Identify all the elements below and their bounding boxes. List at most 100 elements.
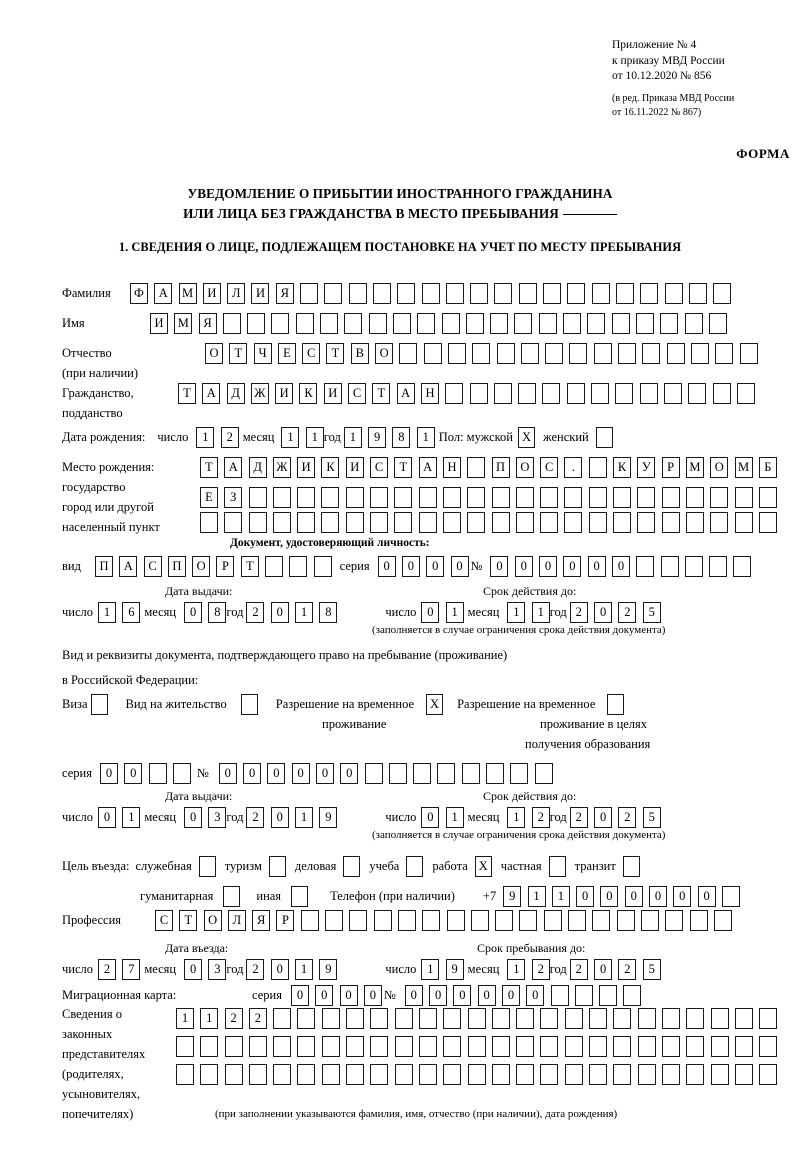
representatives-r1-cell[interactable]: 1 [176, 1008, 194, 1029]
purpose-option-checkbox-3[interactable] [406, 856, 424, 877]
doc-kind-cell[interactable] [265, 556, 284, 577]
birthplace-r2-cell[interactable] [564, 487, 583, 508]
birth-year-cell[interactable]: 1 [416, 427, 435, 448]
phone-cell[interactable]: 1 [527, 886, 546, 907]
birthplace-r2-cell[interactable] [248, 487, 267, 508]
birthplace-r2-cell[interactable]: З [224, 487, 243, 508]
profession-cell[interactable] [446, 910, 465, 931]
stay-issue-year-cell[interactable]: 0 [270, 807, 289, 828]
citizenship-cell[interactable]: И [275, 383, 294, 404]
purpose-option-checkbox-0[interactable] [198, 856, 216, 877]
firstname-cell[interactable] [271, 313, 290, 334]
birthplace-r1-cell[interactable]: Т [200, 457, 218, 478]
doc-issue-year-cell[interactable]: 2 [246, 602, 265, 623]
birthplace-r3-cell[interactable] [248, 512, 267, 533]
firstname-cell[interactable]: М [174, 313, 193, 334]
firstname-cell[interactable] [708, 313, 727, 334]
stay-valid-day-cell[interactable]: 0 [421, 807, 440, 828]
patronymic-cell[interactable] [520, 343, 539, 364]
migration-series-cell[interactable]: 0 [363, 985, 382, 1006]
birthplace-r1-cell[interactable]: Р [661, 457, 680, 478]
representatives-r2-cell[interactable] [710, 1036, 729, 1057]
doc-number-cell[interactable] [733, 556, 752, 577]
patronymic-cell[interactable] [496, 343, 515, 364]
purpose-option-checkbox-2[interactable] [343, 856, 361, 877]
purpose-option-checkbox-1[interactable] [268, 856, 286, 877]
migration-series-cell[interactable]: 0 [290, 985, 309, 1006]
stay-day-cell[interactable]: 1 [421, 959, 440, 980]
doc-issue-year-cell[interactable]: 0 [270, 602, 289, 623]
profession-cell[interactable] [422, 910, 441, 931]
firstname-cell[interactable] [465, 313, 484, 334]
migration-number-cell[interactable] [599, 985, 618, 1006]
profession-cell[interactable]: О [203, 910, 222, 931]
representatives-r1-cell[interactable] [516, 1008, 535, 1029]
surname-cell[interactable] [591, 283, 610, 304]
birthplace-r2-cell[interactable] [613, 487, 632, 508]
residence-permit-checkbox[interactable] [240, 694, 258, 715]
profession-cell[interactable] [640, 910, 659, 931]
doc-number-cell[interactable] [684, 556, 703, 577]
birthplace-r2-cell[interactable] [515, 487, 534, 508]
representatives-r2-cell[interactable] [686, 1036, 705, 1057]
firstname-cell[interactable] [635, 313, 654, 334]
representatives-r1-cell[interactable] [734, 1008, 753, 1029]
patronymic-cell[interactable] [423, 343, 442, 364]
stay-number-cell[interactable] [388, 763, 407, 784]
entry-year-cell[interactable]: 9 [319, 959, 338, 980]
representatives-r2-cell[interactable] [370, 1036, 389, 1057]
citizenship-cell[interactable] [736, 383, 755, 404]
doc-valid-day-cell[interactable]: 1 [445, 602, 464, 623]
representatives-r1-cell[interactable] [370, 1008, 389, 1029]
stay-year-cell[interactable]: 5 [642, 959, 661, 980]
representatives-r2-cell[interactable] [200, 1036, 219, 1057]
citizenship-cell[interactable] [712, 383, 731, 404]
stay-issue-month-cell[interactable]: 3 [208, 807, 227, 828]
birth-day-cell[interactable]: 1 [196, 427, 215, 448]
purpose-option2-checkbox-0[interactable] [223, 886, 241, 907]
firstname-cell[interactable] [490, 313, 509, 334]
citizenship-cell[interactable] [688, 383, 707, 404]
citizenship-cell[interactable] [518, 383, 537, 404]
representatives-r2-cell[interactable] [540, 1036, 559, 1057]
doc-kind-cell[interactable]: П [167, 556, 186, 577]
representatives-r2-cell[interactable] [297, 1036, 316, 1057]
representatives-r2-cell[interactable] [443, 1036, 462, 1057]
representatives-r3-cell[interactable] [613, 1064, 632, 1085]
stay-issue-year-cell[interactable]: 1 [295, 807, 314, 828]
representatives-r3-cell[interactable] [734, 1064, 753, 1085]
birthplace-r1-cell[interactable]: А [418, 457, 437, 478]
surname-cell[interactable] [470, 283, 489, 304]
birthplace-r2-cell[interactable] [394, 487, 413, 508]
citizenship-cell[interactable]: Ж [250, 383, 269, 404]
representatives-r1-cell[interactable] [710, 1008, 729, 1029]
representatives-r3-cell[interactable] [224, 1064, 243, 1085]
birthplace-r1-cell[interactable]: М [734, 457, 753, 478]
profession-cell[interactable]: Я [252, 910, 271, 931]
birthplace-r3-cell[interactable] [588, 512, 607, 533]
profession-cell[interactable]: С [155, 910, 173, 931]
entry-year-cell[interactable]: 1 [295, 959, 314, 980]
representatives-r3-cell[interactable] [418, 1064, 437, 1085]
representatives-r1-cell[interactable] [443, 1008, 462, 1029]
doc-kind-cell[interactable]: П [95, 556, 113, 577]
profession-cell[interactable] [568, 910, 587, 931]
profession-cell[interactable] [592, 910, 611, 931]
representatives-r1-cell[interactable] [346, 1008, 365, 1029]
doc-number-cell[interactable]: 0 [514, 556, 533, 577]
birthplace-r2-cell[interactable] [467, 487, 486, 508]
stay-series-cell[interactable]: 0 [124, 763, 143, 784]
phone-cell[interactable]: 0 [576, 886, 595, 907]
representatives-r2-cell[interactable] [564, 1036, 583, 1057]
